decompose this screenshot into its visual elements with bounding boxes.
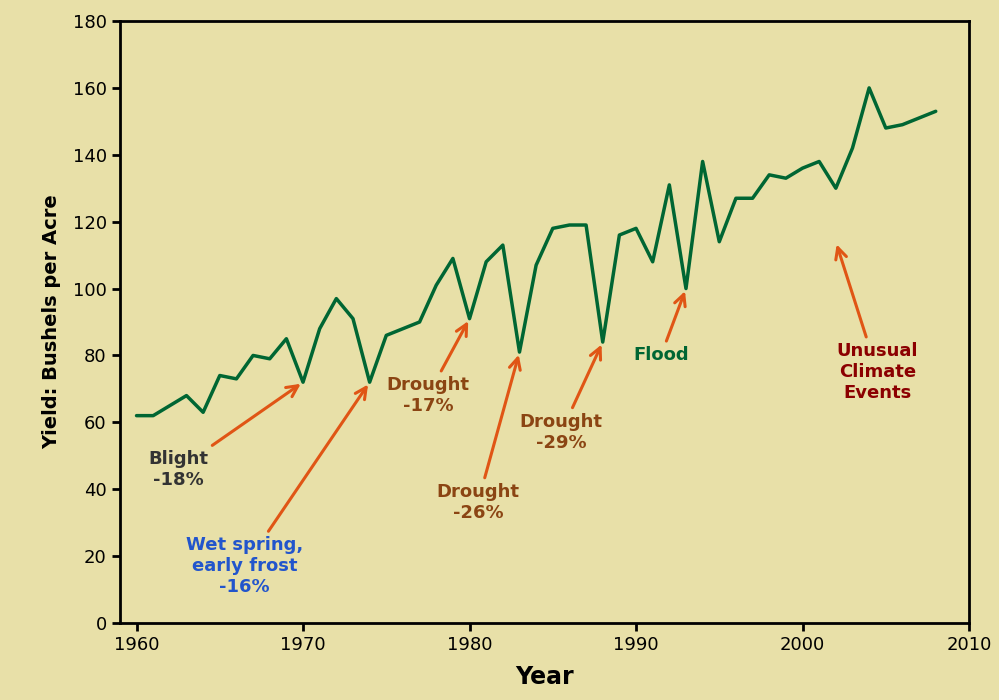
Text: Flood: Flood — [633, 295, 689, 365]
Text: Drought
-29%: Drought -29% — [519, 348, 602, 452]
Y-axis label: Yield: Bushels per Acre: Yield: Bushels per Acre — [42, 195, 62, 449]
X-axis label: Year: Year — [515, 665, 573, 690]
Text: Wet spring,
early frost
-16%: Wet spring, early frost -16% — [186, 387, 367, 596]
Text: Blight
-18%: Blight -18% — [148, 386, 298, 489]
Text: Drought
-17%: Drought -17% — [387, 324, 470, 415]
Text: Unusual
Climate
Events: Unusual Climate Events — [836, 248, 918, 402]
Text: Drought
-26%: Drought -26% — [437, 358, 520, 522]
